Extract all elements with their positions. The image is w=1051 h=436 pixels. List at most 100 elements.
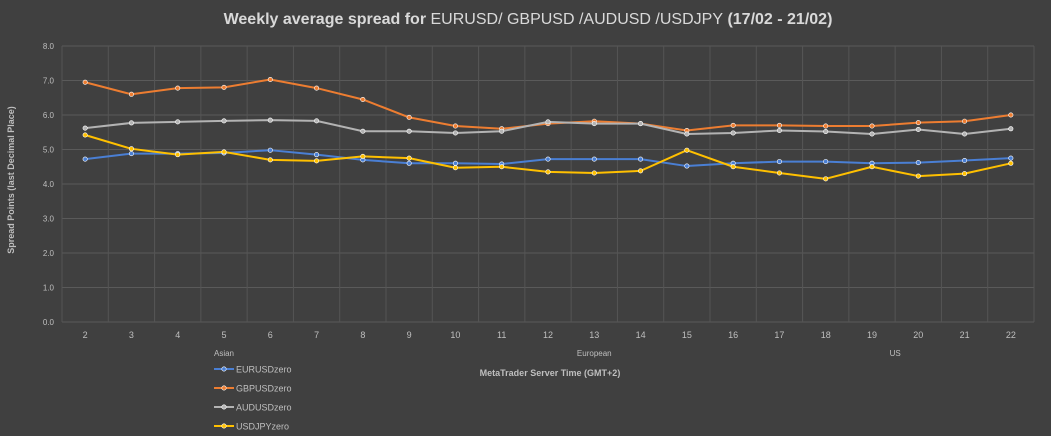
data-point bbox=[499, 164, 505, 170]
y-tick-label: 6.0 bbox=[43, 111, 55, 120]
data-point bbox=[267, 117, 273, 123]
y-tick-labels: 0.0 1.0 2.0 3.0 4.0 5.0 6.0 7.0 8.0 bbox=[43, 42, 55, 327]
data-point bbox=[314, 118, 320, 124]
y-tick-label: 4.0 bbox=[43, 180, 55, 189]
y-tick-label: 5.0 bbox=[43, 146, 55, 155]
data-point bbox=[128, 146, 134, 152]
data-point bbox=[915, 120, 921, 126]
data-point bbox=[591, 156, 597, 162]
session-label: European bbox=[577, 349, 612, 358]
data-point bbox=[591, 170, 597, 176]
legend-marker bbox=[221, 366, 227, 372]
data-point bbox=[406, 128, 412, 134]
data-point bbox=[267, 147, 273, 153]
data-point bbox=[1008, 126, 1014, 132]
session-label: Asian bbox=[214, 349, 234, 358]
legend-label: AUDUSDzero bbox=[236, 403, 292, 413]
x-tick-label: 22 bbox=[1006, 330, 1016, 340]
x-tick-label: 15 bbox=[682, 330, 692, 340]
data-point bbox=[684, 147, 690, 153]
series-audusdzero bbox=[82, 117, 1014, 137]
x-tick-label: 17 bbox=[774, 330, 784, 340]
y-tick-label: 0.0 bbox=[43, 318, 55, 327]
x-tick-label: 9 bbox=[407, 330, 412, 340]
legend-marker bbox=[221, 404, 227, 410]
data-point bbox=[730, 130, 736, 136]
data-point bbox=[915, 126, 921, 132]
data-point bbox=[823, 123, 829, 129]
data-point bbox=[869, 164, 875, 170]
legend-entry: GBPUSDzero bbox=[214, 384, 292, 394]
data-point bbox=[267, 76, 273, 82]
legend-label: EURUSDzero bbox=[236, 365, 292, 375]
x-tick-label: 8 bbox=[360, 330, 365, 340]
data-point bbox=[730, 164, 736, 170]
data-point bbox=[314, 85, 320, 91]
series-lines bbox=[82, 76, 1014, 182]
data-point bbox=[82, 132, 88, 138]
data-point bbox=[452, 130, 458, 136]
data-point bbox=[175, 85, 181, 91]
data-point bbox=[406, 160, 412, 166]
data-point bbox=[314, 152, 320, 158]
data-point bbox=[175, 119, 181, 125]
data-point bbox=[221, 118, 227, 124]
x-axis-label: MetaTrader Server Time (GMT+2) bbox=[480, 368, 621, 378]
session-label: US bbox=[890, 349, 901, 358]
data-point bbox=[82, 156, 88, 162]
data-point bbox=[823, 176, 829, 182]
data-point bbox=[360, 128, 366, 134]
y-tick-label: 7.0 bbox=[43, 77, 55, 86]
x-tick-label: 3 bbox=[129, 330, 134, 340]
x-tick-label: 19 bbox=[867, 330, 877, 340]
data-point bbox=[869, 123, 875, 129]
data-point bbox=[128, 91, 134, 97]
legend-entry: EURUSDzero bbox=[214, 365, 292, 375]
data-point bbox=[915, 173, 921, 179]
data-point bbox=[221, 149, 227, 155]
data-point bbox=[452, 123, 458, 129]
x-tick-label: 4 bbox=[175, 330, 180, 340]
x-tick-label: 20 bbox=[913, 330, 923, 340]
session-labels: Asian European US bbox=[214, 349, 901, 358]
y-tick-label: 1.0 bbox=[43, 284, 55, 293]
legend: EURUSDzero GBPUSDzero AUDUSDzero USDJPYzero bbox=[214, 365, 292, 432]
chart-title-part-2: EURUSD/ GBPUSD /AUDUSD /USDJPY bbox=[431, 11, 724, 28]
x-tick-label: 13 bbox=[589, 330, 599, 340]
chart-title-part-1: Weekly average spread for bbox=[224, 11, 431, 28]
data-point bbox=[267, 157, 273, 163]
data-point bbox=[591, 121, 597, 127]
data-point bbox=[82, 79, 88, 85]
x-tick-label: 12 bbox=[543, 330, 553, 340]
x-tick-label: 2 bbox=[83, 330, 88, 340]
data-point bbox=[962, 118, 968, 124]
series-usdjpyzero bbox=[82, 132, 1014, 182]
data-point bbox=[1008, 155, 1014, 161]
x-tick-labels: 2 3 4 5 6 7 8 9 10 11 12 13 14 15 16 17 18 19 20 21 22 bbox=[83, 330, 1016, 340]
y-tick-label: 3.0 bbox=[43, 215, 55, 224]
x-tick-label: 5 bbox=[221, 330, 226, 340]
data-point bbox=[962, 131, 968, 137]
data-point bbox=[684, 163, 690, 169]
data-point bbox=[175, 152, 181, 158]
data-point bbox=[314, 158, 320, 164]
data-point bbox=[360, 153, 366, 159]
x-tick-label: 16 bbox=[728, 330, 738, 340]
data-point bbox=[684, 131, 690, 137]
x-tick-label: 18 bbox=[821, 330, 831, 340]
x-tick-label: 10 bbox=[450, 330, 460, 340]
x-tick-label: 6 bbox=[268, 330, 273, 340]
y-tick-label: 2.0 bbox=[43, 249, 55, 258]
data-point bbox=[776, 128, 782, 134]
data-point bbox=[128, 151, 134, 157]
data-point bbox=[545, 169, 551, 175]
data-point bbox=[452, 160, 458, 166]
data-point bbox=[406, 155, 412, 161]
data-point bbox=[545, 119, 551, 125]
data-point bbox=[499, 128, 505, 134]
data-point bbox=[823, 129, 829, 135]
legend-entry: USDJPYzero bbox=[214, 422, 289, 432]
data-point bbox=[360, 96, 366, 102]
